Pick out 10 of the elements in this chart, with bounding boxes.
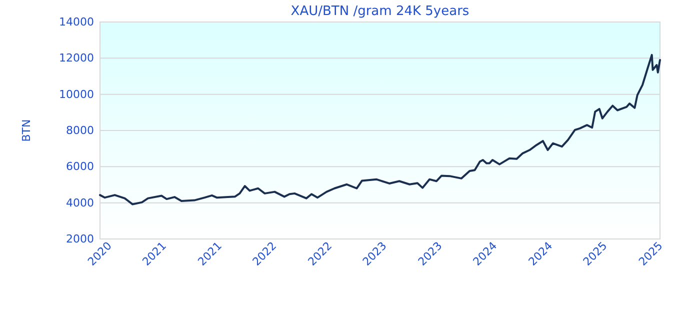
line-series: [99, 54, 661, 206]
y-tick-label: 6000: [66, 160, 94, 174]
y-tick-label: 14000: [59, 16, 94, 29]
chart-title: XAU/BTN /gram 24K 5years: [290, 4, 470, 19]
y-axis-title: BTN: [20, 119, 33, 142]
y-tick-label: 10000: [59, 88, 94, 101]
y-tick-label: 4000: [66, 196, 94, 210]
y-tick-label: 8000: [66, 124, 94, 138]
y-tick-label: 2000: [66, 232, 94, 246]
y-tick-label: 12000: [59, 52, 94, 65]
